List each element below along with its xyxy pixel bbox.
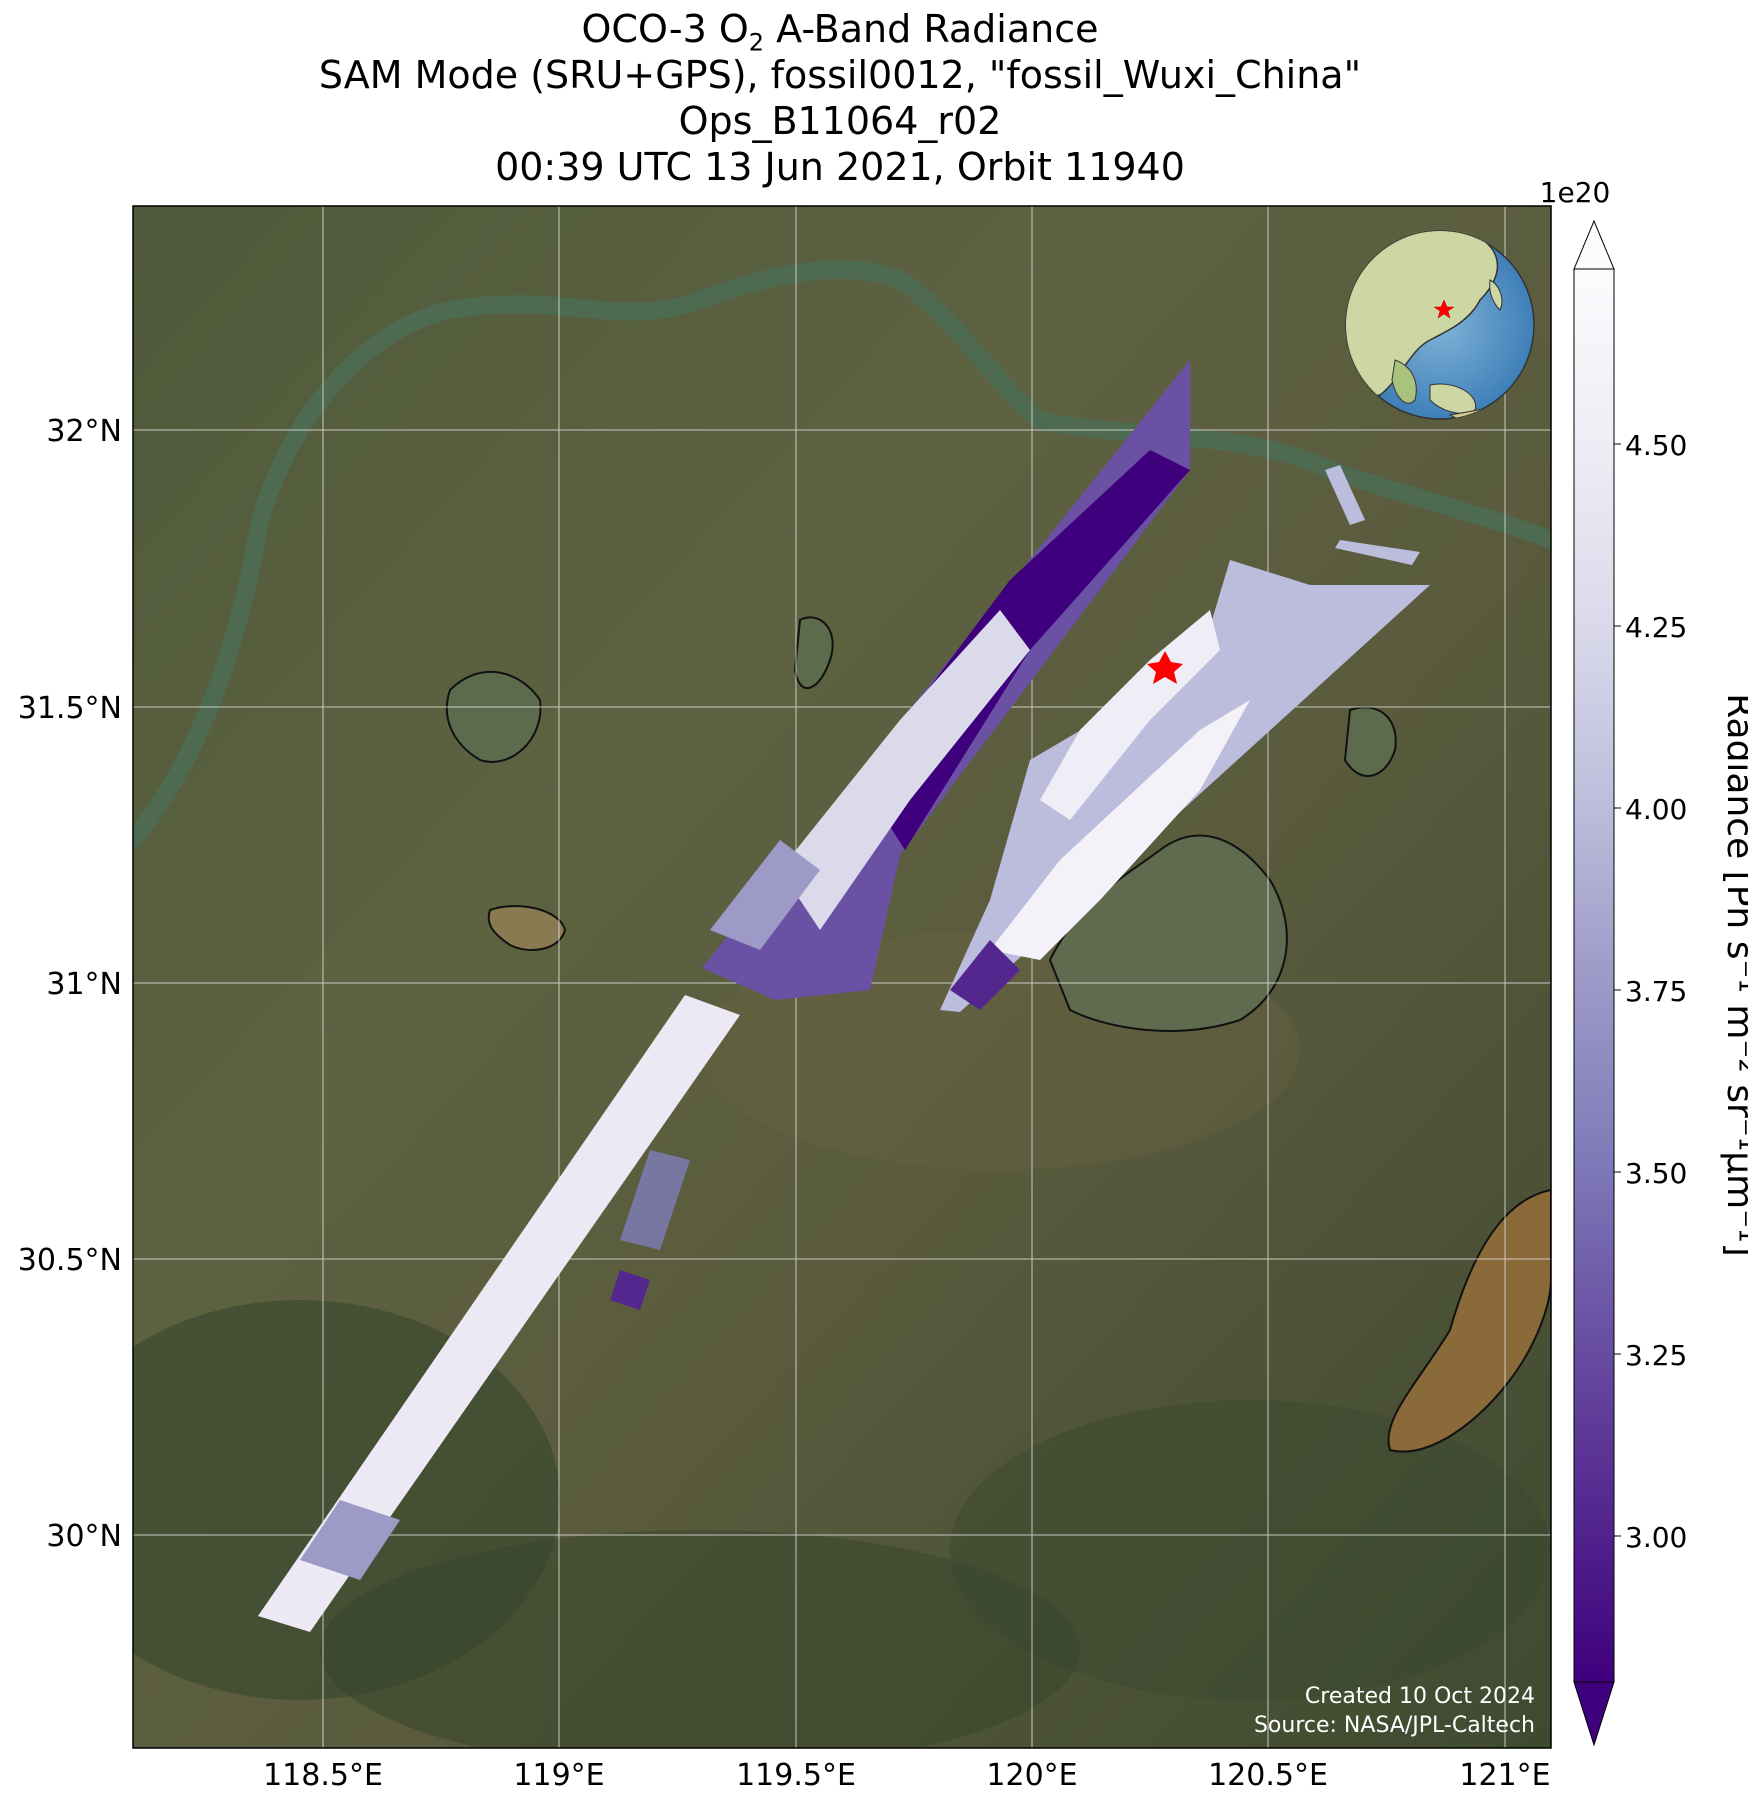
colorbar-tick: 3.25 [1625,1339,1687,1372]
colorbar-label: Radiance [Ph s⁻¹ m⁻² sr⁻¹μm⁻¹] [1719,693,1748,1256]
lon-tick-labels: 118.5°E 119°E 119.5°E 120°E 120.5°E 121°… [263,1758,1551,1793]
lat-tick: 30.5°N [18,1243,122,1278]
colorbar-tick: 3.00 [1625,1521,1687,1554]
colorbar-min-extend [1573,1681,1615,1747]
target-star-icon [1147,651,1183,684]
asia-landmass [1346,231,1499,397]
lat-tick: 32°N [46,414,122,449]
colorbar-tick: 4.50 [1625,429,1687,462]
lake-ge [793,616,834,690]
inset-globe [1345,230,1535,420]
colorbar-tick: 3.75 [1625,975,1687,1008]
title-line-1: OCO-3 O2 A-Band Radiance [581,7,1099,57]
taihu-lake [1048,834,1288,1032]
colorbar-tick: 4.00 [1625,793,1687,826]
lon-tick: 119.5°E [736,1758,856,1793]
created-credit: Created 10 Oct 2024 [1305,1684,1535,1709]
lon-tick: 118.5°E [263,1758,383,1793]
title-line-4: 00:39 UTC 13 Jun 2021, Orbit 11940 [495,145,1185,189]
colorbar-max-extend [1573,219,1615,270]
radiance-swaths [258,360,1430,1632]
title-line-2: SAM Mode (SRU+GPS), fossil0012, "fossil_… [318,53,1362,97]
lake-shijiu [445,671,542,763]
lon-tick: 120.5°E [1208,1758,1328,1793]
lat-tick: 30°N [46,1519,122,1554]
title-line-3: Ops_B11064_r02 [678,99,1002,143]
lat-tick-labels: 32°N 31.5°N 31°N 30.5°N 30°N [18,414,122,1554]
lon-tick: 120°E [986,1758,1077,1793]
colorbar: 1e20 4.50 4.25 4.00 3.75 3.50 3.25 3.00 … [1540,176,1748,1747]
colorbar-ticks: 4.50 4.25 4.00 3.75 3.50 3.25 3.00 [1614,429,1687,1554]
colorbar-multiplier: 1e20 [1540,176,1611,209]
colorbar-tick: 3.50 [1625,1157,1687,1190]
source-credit: Source: NASA/JPL-Caltech [1254,1713,1535,1738]
colorbar-tick: 4.25 [1625,611,1687,644]
yangtze-river [133,260,1551,849]
lat-tick: 31°N [46,967,122,1002]
swath-strip [258,995,740,1632]
hangzhou-bay [1387,1188,1551,1453]
lat-tick: 31.5°N [18,691,122,726]
lon-tick: 119°E [513,1758,604,1793]
inset-star-icon [1433,299,1455,319]
map-frame [132,205,1552,1749]
lon-tick: 121°E [1459,1758,1550,1793]
colorbar-ramp [1574,269,1614,1682]
lake-gucheng [487,905,567,951]
lake-yangcheng [1343,706,1397,777]
